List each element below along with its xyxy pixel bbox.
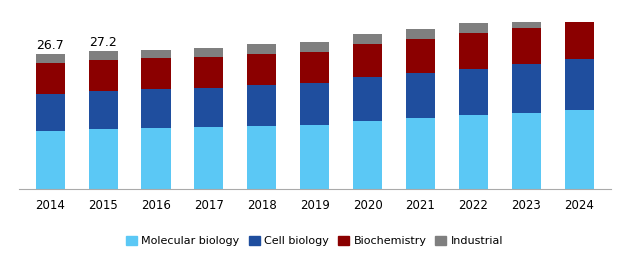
Bar [459,69,488,116]
Bar [36,131,65,189]
Bar [511,28,540,64]
Bar [406,118,435,189]
Bar [565,59,594,110]
Bar [247,126,276,189]
Bar [194,87,223,127]
Bar [459,23,488,33]
Bar [194,127,223,189]
Bar [89,60,118,91]
Bar [565,21,594,59]
Bar [89,129,118,189]
Bar [406,73,435,118]
Bar [300,42,329,52]
Bar [247,85,276,126]
Bar [300,83,329,124]
Bar [565,9,594,21]
Bar [300,124,329,189]
Bar [194,49,223,57]
Bar [353,44,382,77]
Bar [36,63,65,94]
Bar [511,16,540,28]
Bar [194,57,223,87]
Bar [459,33,488,69]
Bar [36,53,65,63]
Bar [300,52,329,83]
Bar [89,91,118,129]
Bar [353,120,382,189]
Bar [141,58,170,89]
Bar [141,49,170,58]
Bar [406,29,435,39]
Bar [511,113,540,189]
Bar [511,64,540,113]
Bar [247,45,276,53]
Bar [565,110,594,189]
Bar [459,116,488,189]
Bar [406,39,435,73]
Bar [89,51,118,60]
Text: 27.2: 27.2 [89,36,117,49]
Bar [247,53,276,85]
Bar [353,34,382,44]
Bar [141,89,170,128]
Bar [141,128,170,189]
Text: 26.7: 26.7 [36,39,64,52]
Bar [353,77,382,120]
Legend: Molecular biology, Cell biology, Biochemistry, Industrial: Molecular biology, Cell biology, Biochem… [122,231,508,251]
Bar [36,94,65,131]
